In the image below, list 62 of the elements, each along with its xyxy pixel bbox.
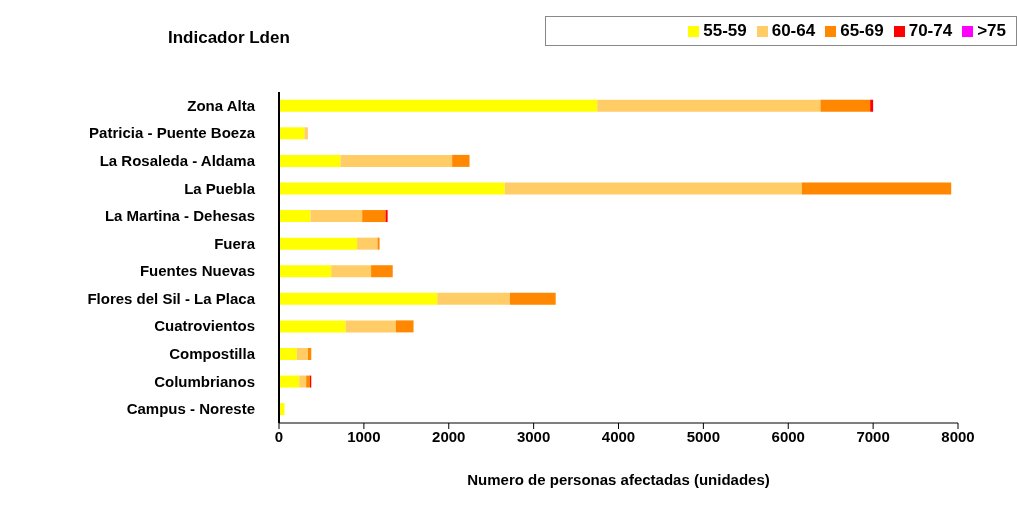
bar	[357, 237, 378, 250]
bar	[395, 320, 414, 333]
y-tick-label: Campus - Noreste	[126, 400, 255, 418]
x-tick-label: 0	[274, 427, 284, 445]
bar	[279, 320, 346, 333]
x-tick-label: 3000	[516, 427, 551, 445]
legend-label: 65-69	[840, 21, 884, 40]
bar	[801, 182, 952, 195]
bar	[279, 237, 358, 250]
y-tick-label: La Martina - Dehesas	[104, 207, 255, 225]
y-tick-label: Flores del Sil - La Placa	[87, 289, 256, 307]
bar	[504, 182, 802, 195]
bar	[279, 154, 341, 167]
bar	[371, 265, 393, 278]
bar	[279, 182, 505, 195]
bar	[279, 403, 285, 416]
bar	[299, 375, 307, 388]
bar	[437, 292, 510, 305]
y-tick-label: Cuatrovientos	[154, 317, 255, 335]
y-tick-label: Fuentes Nuevas	[139, 262, 255, 280]
bar	[306, 375, 310, 388]
y-tick-label: La Rosaleda - Aldama	[99, 151, 256, 169]
x-tick-label: 2000	[432, 427, 466, 445]
bar	[296, 347, 308, 360]
legend-label: 60-64	[771, 21, 816, 40]
y-tick-label: Columbrianos	[154, 372, 255, 390]
bar	[377, 237, 380, 250]
x-tick-label: 7000	[856, 427, 890, 445]
x-tick-label: 6000	[771, 427, 805, 445]
x-axis-title: Numero de personas afectadas (unidades)	[467, 471, 770, 488]
x-tick-label: 1000	[347, 427, 381, 445]
bar	[452, 154, 470, 167]
bar	[279, 292, 438, 305]
x-tick-label: 8000	[941, 427, 975, 445]
bar	[279, 99, 598, 112]
bar	[279, 210, 311, 223]
bar	[340, 154, 453, 167]
bar	[362, 210, 386, 223]
bar	[279, 265, 332, 278]
x-tick-label: 5000	[686, 427, 721, 445]
bar	[509, 292, 556, 305]
bar	[310, 210, 363, 223]
y-tick-label: Fuera	[214, 234, 256, 252]
bar	[820, 99, 871, 112]
bar	[345, 320, 396, 333]
bar	[279, 347, 297, 360]
bar	[279, 127, 305, 140]
bar	[279, 375, 300, 388]
x-tick-label: 4000	[601, 427, 636, 445]
y-tick-label: Patricia - Puente Boeza	[89, 124, 256, 142]
chart-title: Indicador Lden	[168, 28, 290, 48]
legend-label: >75	[977, 21, 1006, 40]
y-tick-label: La Puebla	[184, 179, 256, 197]
bar	[597, 99, 821, 112]
legend-label: 70-74	[908, 21, 953, 40]
bar	[870, 99, 874, 112]
bar	[385, 210, 388, 223]
y-tick-label: Zona Alta	[187, 96, 256, 114]
y-tick-label: Compostilla	[169, 345, 256, 363]
bar	[304, 127, 308, 140]
bar	[331, 265, 372, 278]
legend-label: 55-59	[703, 21, 747, 40]
